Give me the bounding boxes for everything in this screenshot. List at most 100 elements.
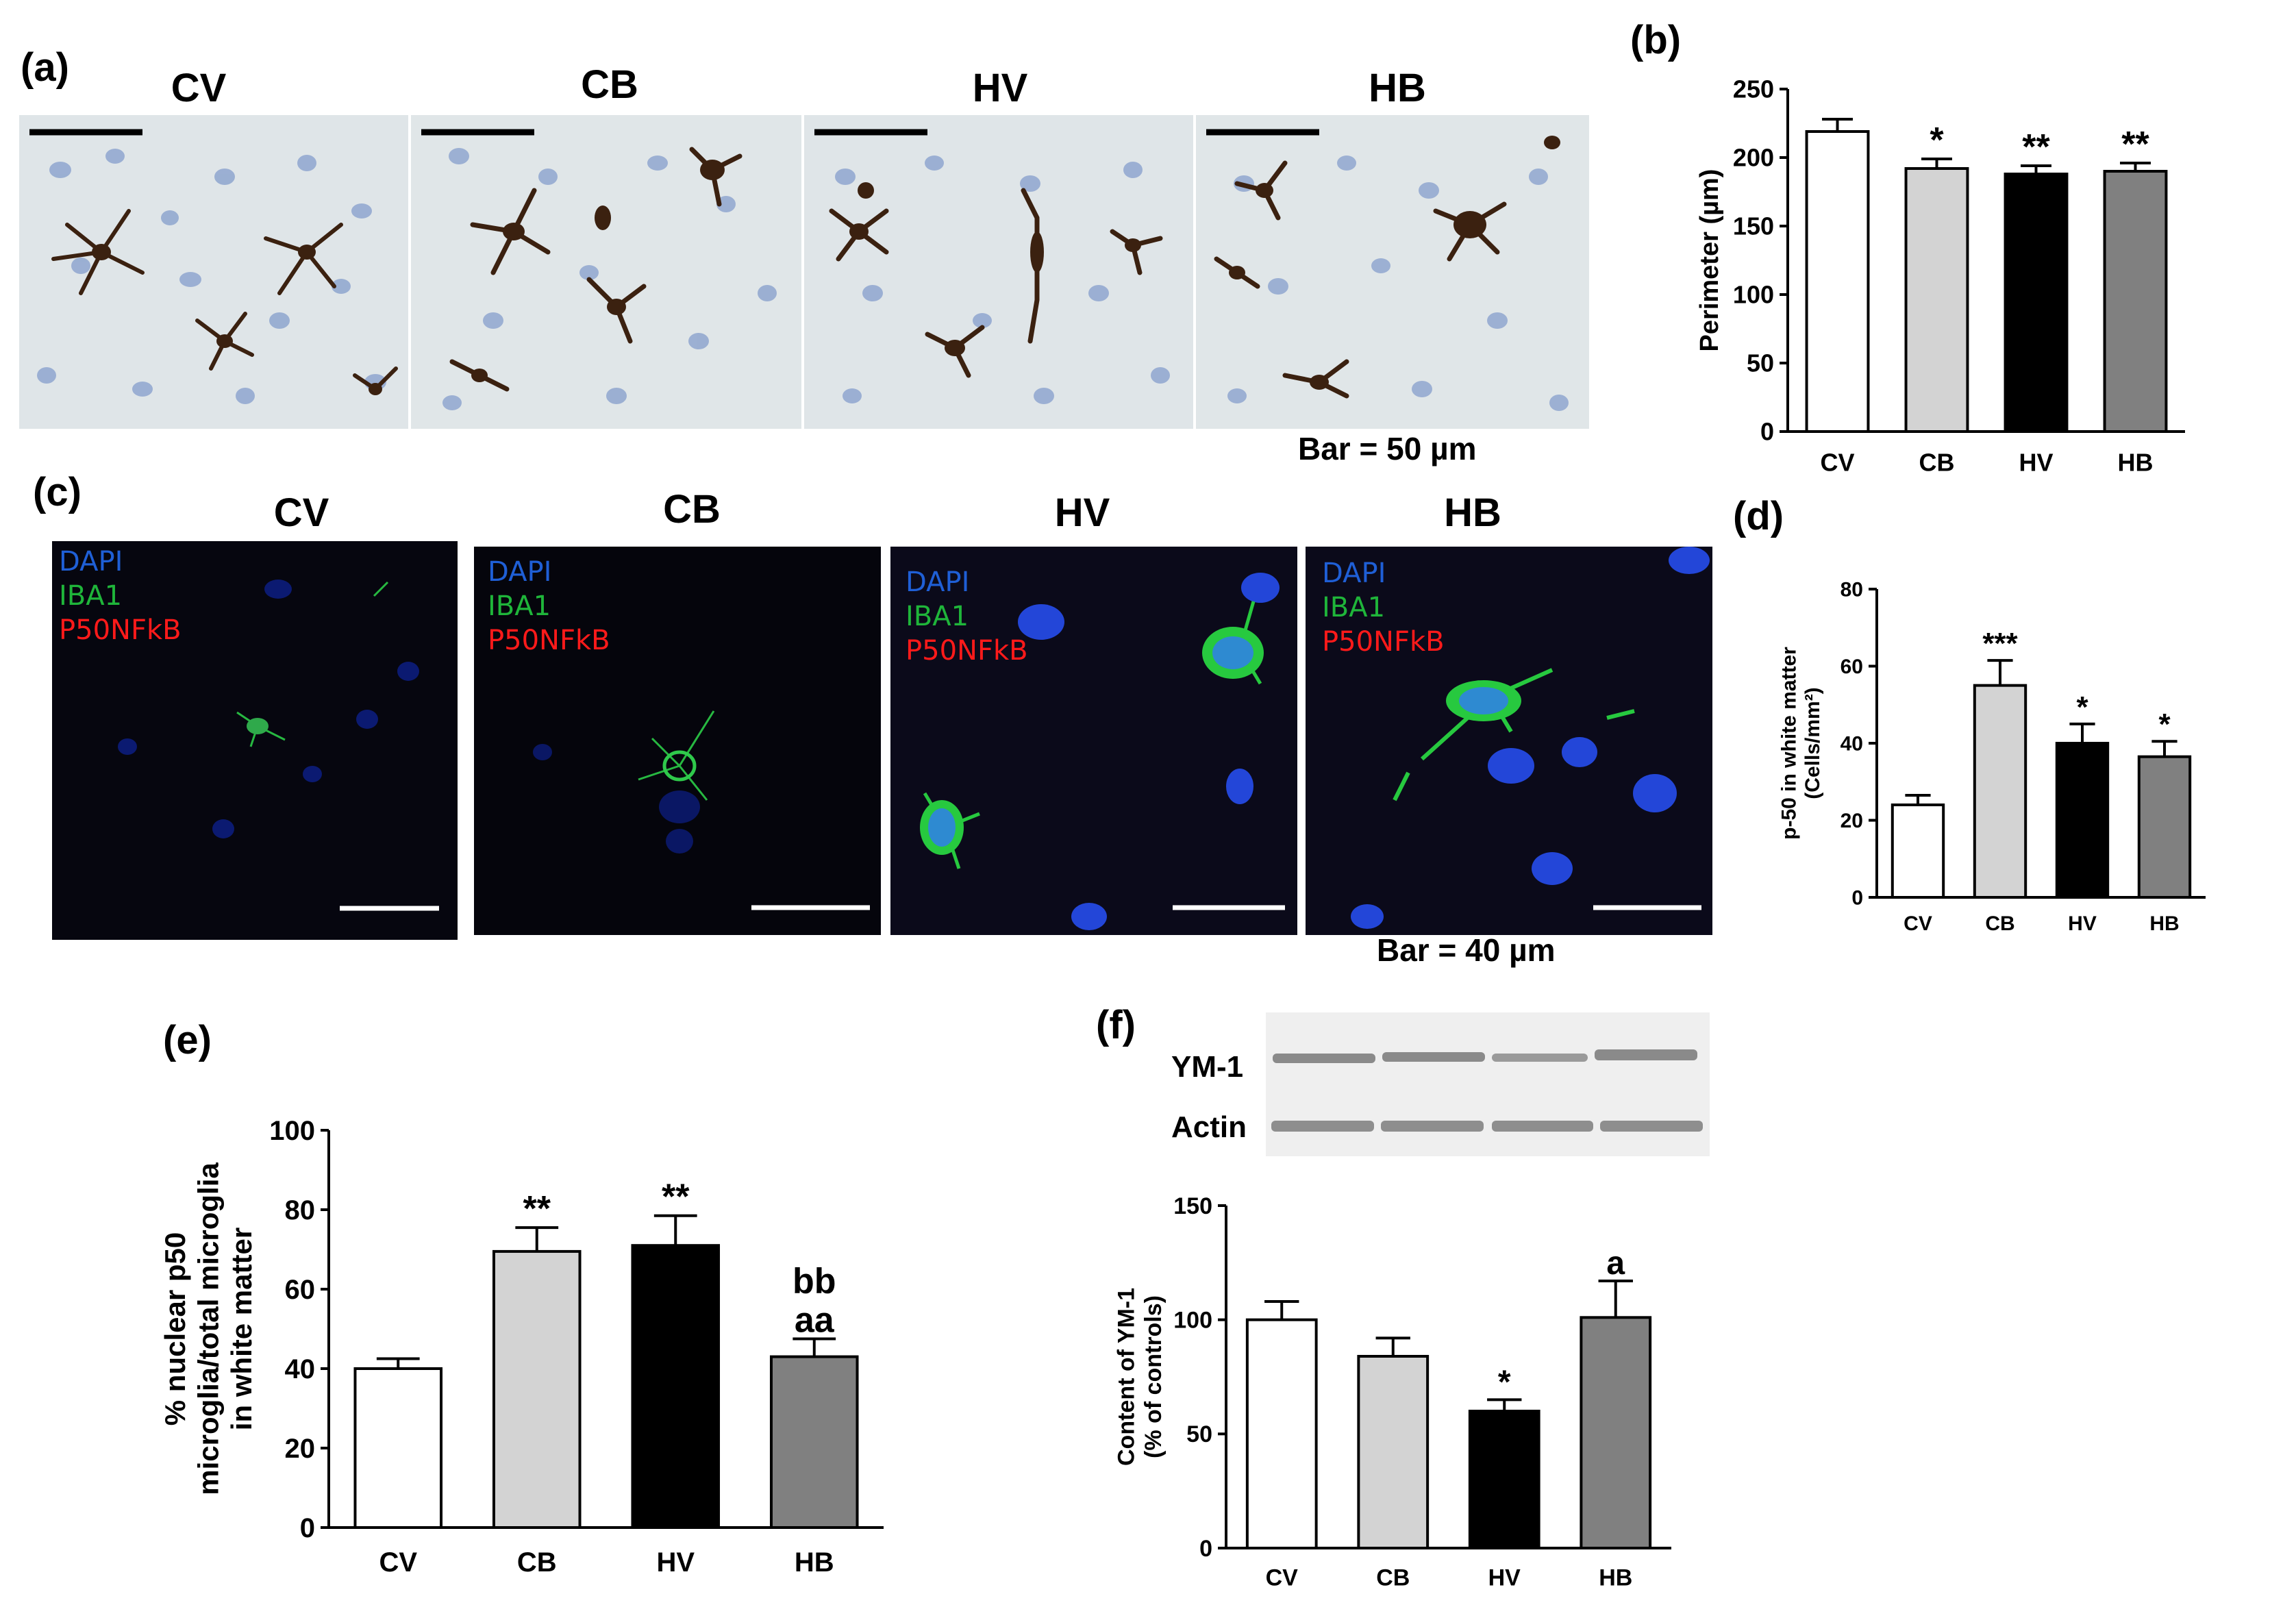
bar-hv	[2004, 173, 2069, 433]
y-tick-label: 60	[1840, 656, 1863, 678]
legend-dapi: DAPI	[906, 566, 970, 598]
bar-cb	[1904, 167, 1969, 433]
y-tick-label: 40	[1840, 733, 1863, 756]
if-micrograph-hb	[1306, 547, 1712, 935]
legend-p50: P50NFkB	[1322, 626, 1445, 658]
legend-dapi: DAPI	[59, 546, 123, 577]
if-micrograph-cb	[474, 547, 881, 935]
legend-p50: P50NFkB	[906, 635, 1028, 667]
chart-d: 0 20 40 60 80 p-50 in white matter (Cells/mm²)…	[1740, 575, 2247, 945]
chart-f: 0 50 100 150 Content of YM-1 (% of controls) C…	[1096, 1192, 1712, 1603]
y-tick-label: 0	[1851, 887, 1863, 910]
y-tick-label: 80	[285, 1195, 316, 1225]
bar-hb	[1580, 1316, 1652, 1549]
significance-label: *	[2158, 708, 2171, 741]
y-tick-label: 0	[1199, 1536, 1212, 1562]
panel-f-letter: (f)	[1096, 1003, 1136, 1047]
legend-dapi: DAPI	[1322, 558, 1386, 589]
ihc-micrograph-cb	[411, 115, 801, 429]
significance-label: aa	[795, 1301, 835, 1341]
legend-iba1: IBA1	[488, 590, 551, 622]
panel-c-legend-hv: DAPI IBA1 P50NFkB	[906, 565, 1028, 668]
y-tick-label: 60	[285, 1275, 316, 1305]
bar-hb	[769, 1355, 859, 1529]
legend-p50: P50NFkB	[59, 614, 182, 646]
y-axis-label: p-50 in white matter	[1778, 647, 1801, 840]
panel-c-scale-caption: Bar = 40 µm	[1377, 932, 1556, 968]
y-tick-label: 80	[1840, 579, 1863, 601]
x-tick-label: CV	[1266, 1565, 1299, 1591]
significance-label: **	[2121, 125, 2149, 164]
bar-cb	[492, 1249, 582, 1529]
panel-c-legend-cb: DAPI IBA1 P50NFkB	[488, 555, 610, 658]
panel-c-legend-cv: DAPI IBA1 P50NFkB	[59, 545, 182, 647]
if-micrograph-cv	[52, 541, 458, 940]
panel-a-letter: (a)	[21, 45, 69, 90]
y-tick-label: 100	[1173, 1308, 1212, 1334]
y-tick-label: 200	[1733, 144, 1774, 172]
y-tick-label: 150	[1733, 212, 1774, 240]
significance-label: **	[2022, 127, 2050, 167]
x-tick-label: CB	[1919, 449, 1955, 477]
y-tick-label: 150	[1173, 1193, 1212, 1219]
bar-cv	[353, 1367, 443, 1529]
panel-d-letter: (d)	[1733, 494, 1784, 538]
x-tick-label: HV	[2019, 449, 2053, 477]
panel-a-label-cv: CV	[171, 66, 227, 110]
y-tick-label: 50	[1186, 1421, 1212, 1447]
chart-b: 0 50 100 150 200 250 Perimeter (µm) CV CB * HV ** HB…	[1630, 75, 2247, 486]
y-tick-label: 100	[269, 1116, 315, 1146]
panel-e-letter: (e)	[163, 1018, 212, 1062]
bar-hb	[2137, 755, 2192, 899]
ihc-micrograph-cv	[19, 115, 408, 429]
y-tick-label: 40	[285, 1354, 316, 1384]
panel-a-scale-caption: Bar = 50 µm	[1298, 431, 1477, 466]
y-tick-label: 0	[300, 1513, 315, 1543]
y-axis-label: (% of controls)	[1140, 1295, 1166, 1458]
y-axis-label: (Cells/mm²)	[1801, 687, 1824, 799]
y-tick-label: 250	[1733, 75, 1774, 103]
y-tick-label: 100	[1733, 281, 1774, 309]
significance-label: ***	[1982, 627, 2018, 660]
bar-hv	[1468, 1410, 1540, 1549]
legend-iba1: IBA1	[59, 580, 123, 612]
blot-label-actin: Actin	[1171, 1110, 1247, 1144]
significance-label: **	[662, 1178, 690, 1217]
y-axis-label: % nuclear p50	[159, 1232, 191, 1425]
x-tick-label: HV	[1488, 1565, 1521, 1591]
y-tick-label: 20	[285, 1434, 316, 1464]
y-axis-label: in white matter	[225, 1228, 258, 1430]
panel-b-letter: (b)	[1630, 18, 1682, 62]
panel-a-label-cb: CB	[581, 62, 638, 107]
x-tick-label: HB	[1599, 1565, 1632, 1591]
y-axis-label: Content of YM-1	[1114, 1288, 1140, 1466]
bar-hv	[2055, 742, 2110, 899]
panel-c-legend-hb: DAPI IBA1 P50NFkB	[1322, 556, 1445, 659]
y-axis-label: Perimeter (µm)	[1695, 169, 1724, 352]
bar-cb	[1973, 684, 2027, 899]
x-tick-label: HB	[795, 1547, 834, 1578]
x-tick-label: HV	[2068, 912, 2097, 935]
x-tick-label: CV	[1820, 449, 1854, 477]
x-tick-label: CV	[1904, 912, 1932, 935]
bar-cv	[1245, 1318, 1318, 1550]
x-tick-label: CB	[1985, 912, 2014, 935]
legend-iba1: IBA1	[1322, 592, 1386, 623]
panel-c-label-hb: HB	[1444, 490, 1501, 535]
x-tick-label: CB	[1376, 1565, 1410, 1591]
ihc-micrograph-hb	[1196, 115, 1589, 429]
y-tick-label: 20	[1840, 810, 1863, 832]
significance-label: *	[1498, 1364, 1511, 1400]
western-blot-image	[1266, 1012, 1710, 1156]
y-axis-label: microglia/total microglia	[192, 1162, 225, 1495]
x-tick-label: CB	[517, 1547, 557, 1578]
significance-label: bb	[793, 1261, 836, 1301]
bar-cb	[1357, 1355, 1430, 1549]
panel-c-letter: (c)	[33, 470, 82, 514]
bar-cv	[1805, 130, 1870, 433]
panel-c-label-cb: CB	[663, 487, 721, 532]
x-tick-label: HB	[2149, 912, 2179, 935]
blot-label-ym1: YM-1	[1171, 1050, 1244, 1084]
if-micrograph-hv	[890, 547, 1297, 935]
legend-p50: P50NFkB	[488, 625, 610, 656]
